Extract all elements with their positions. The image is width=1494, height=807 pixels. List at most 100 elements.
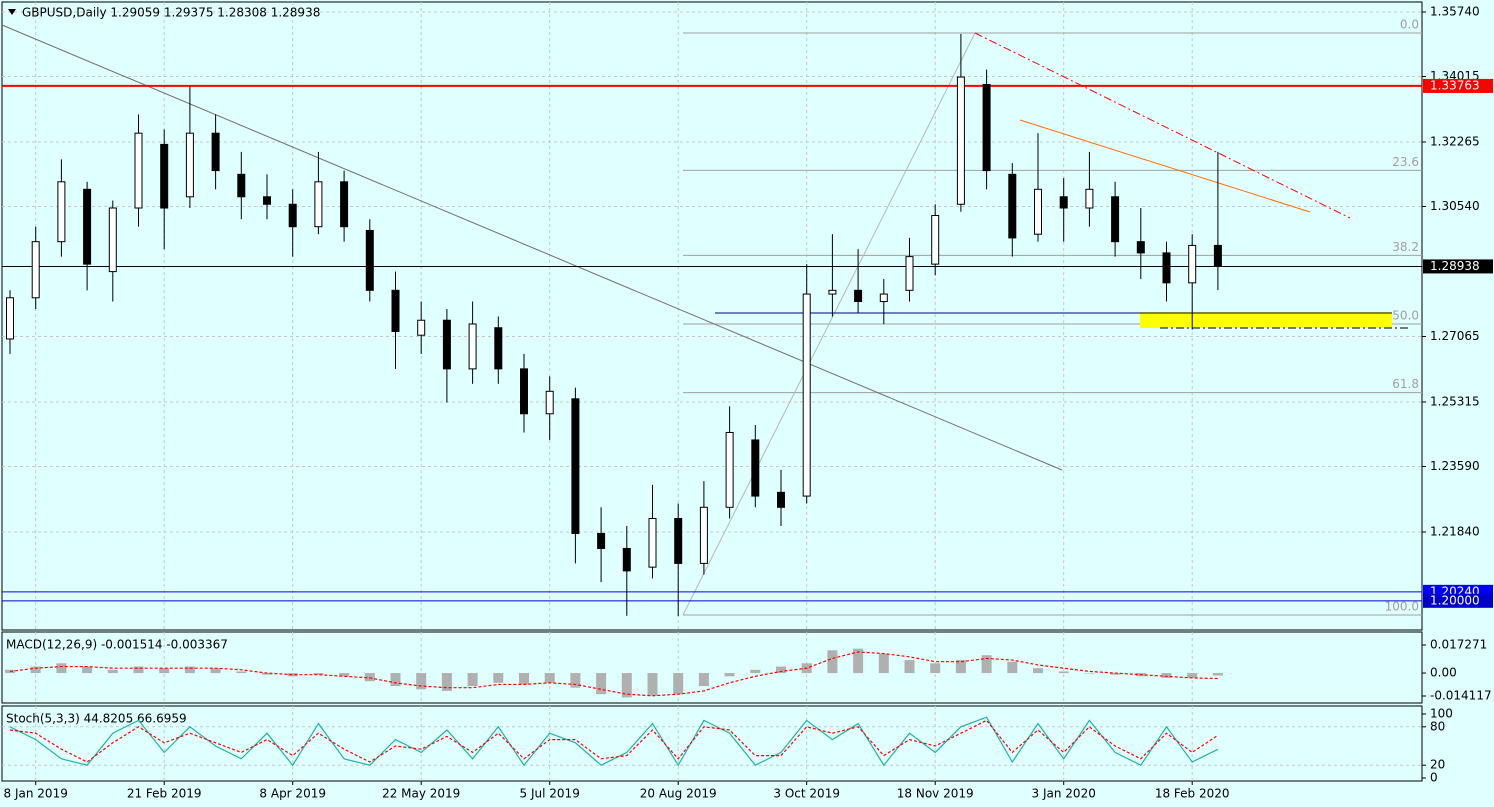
candle-body (494, 327, 503, 370)
fibo-label: 0.0 (1400, 18, 1419, 32)
candle-body (237, 173, 246, 198)
macd-bar (544, 673, 555, 683)
macd-bar (313, 673, 324, 675)
macd-bar (467, 673, 478, 687)
macd-bar (441, 673, 452, 691)
macd-bar (698, 673, 709, 687)
macd-bar (56, 663, 67, 674)
y-tick-label: 0.00 (1430, 666, 1457, 680)
y-tick-label: -0.014117 (1430, 688, 1492, 702)
x-tick-label: 20 Aug 2019 (640, 787, 717, 801)
candle-body (751, 439, 760, 497)
macd-bar (750, 669, 761, 674)
candle-body (31, 241, 40, 299)
macd-bar (930, 663, 941, 674)
candle-body (391, 289, 400, 332)
chart-title: GBPUSD,Daily 1.29059 1.29375 1.28308 1.2… (22, 6, 320, 20)
price-label: 1.33763 (1430, 78, 1480, 92)
panel-frame (1, 1, 1423, 631)
drawings (1, 24, 1410, 616)
y-tick-label: 1.30540 (1430, 199, 1480, 213)
indicator-line (9, 716, 1219, 767)
price-label: 1.28938 (1430, 259, 1480, 273)
candle-body (108, 207, 117, 273)
macd-bar (133, 666, 144, 674)
fibo-label: 50.0 (1392, 309, 1419, 323)
candle-body (828, 289, 837, 295)
macd-bar (107, 669, 118, 674)
candle-body (340, 181, 349, 228)
macd-bar (262, 673, 272, 675)
candle-body (879, 293, 888, 303)
y-tick-label: 0.017271 (1430, 637, 1487, 651)
macd-bar (287, 673, 298, 677)
fibo-label: 23.6 (1392, 155, 1419, 169)
support-zone (1140, 312, 1392, 328)
macd-bar (570, 673, 581, 688)
candle-body (905, 256, 914, 291)
macd-bar (493, 673, 504, 683)
fibo-label: 61.8 (1392, 377, 1419, 391)
y-tick-label: 0 (1430, 771, 1438, 785)
panel-frame (1, 705, 1423, 782)
panel-frame (1, 631, 1423, 704)
candle-body (777, 491, 785, 508)
macd-bar (853, 648, 864, 674)
candle-body (211, 132, 220, 172)
macd-bar (364, 673, 375, 682)
macd-bar (1058, 671, 1069, 674)
stoch-title: Stoch(5,3,3) 44.8205 66.6959 (6, 712, 187, 726)
macd-bar (416, 673, 427, 690)
candle-body (956, 76, 965, 205)
macd-bar (878, 653, 889, 674)
candle-body (83, 188, 92, 265)
title-arrow (8, 9, 16, 15)
candle-body (1136, 241, 1145, 254)
fibo-label: 100.0 (1385, 600, 1419, 614)
macd-bar (776, 666, 786, 674)
macd-bar (1033, 668, 1043, 674)
candle-body (288, 203, 297, 228)
macd-bar (30, 666, 41, 674)
fibo-label: 38.2 (1392, 240, 1419, 254)
candle-body (1162, 252, 1171, 284)
indicator-line (9, 651, 1218, 697)
price-label-box (1423, 78, 1493, 93)
candle-body (699, 506, 708, 564)
candle-body (263, 196, 271, 205)
y-tick-label: 1.35740 (1430, 4, 1480, 18)
candle-body (134, 132, 143, 209)
macd-bar (621, 673, 632, 698)
macd-bar (210, 668, 221, 674)
macd-bar (184, 666, 195, 674)
macd-bar (1187, 673, 1198, 678)
macd-bar (390, 673, 401, 687)
macd-bar (1212, 673, 1223, 676)
candle-body (1008, 173, 1017, 239)
price-label: 1.20000 (1430, 593, 1480, 607)
macd-bar (1161, 673, 1172, 678)
macd-bar (904, 660, 915, 674)
indicator-line (9, 719, 1219, 763)
macd-bar (236, 671, 247, 674)
y-tick-label: 1.32265 (1430, 134, 1480, 148)
candle-body (1085, 188, 1094, 209)
candle-body (314, 181, 323, 228)
candle-body (597, 532, 606, 549)
x-tick-label: 21 Feb 2019 (127, 787, 202, 801)
macd-bar (724, 673, 735, 677)
trend-line-orange (1019, 119, 1311, 213)
y-tick-label: 1.27065 (1430, 329, 1480, 343)
macd-bar (955, 660, 966, 674)
candle-body (160, 143, 169, 209)
candle-body (622, 547, 631, 572)
macd-bar (1084, 673, 1095, 674)
fibo-diagonal (682, 32, 976, 616)
y-tick-label: 80 (1430, 719, 1445, 733)
price-label-box (1423, 593, 1493, 608)
candle-body (982, 84, 991, 172)
candle-body (185, 132, 194, 198)
